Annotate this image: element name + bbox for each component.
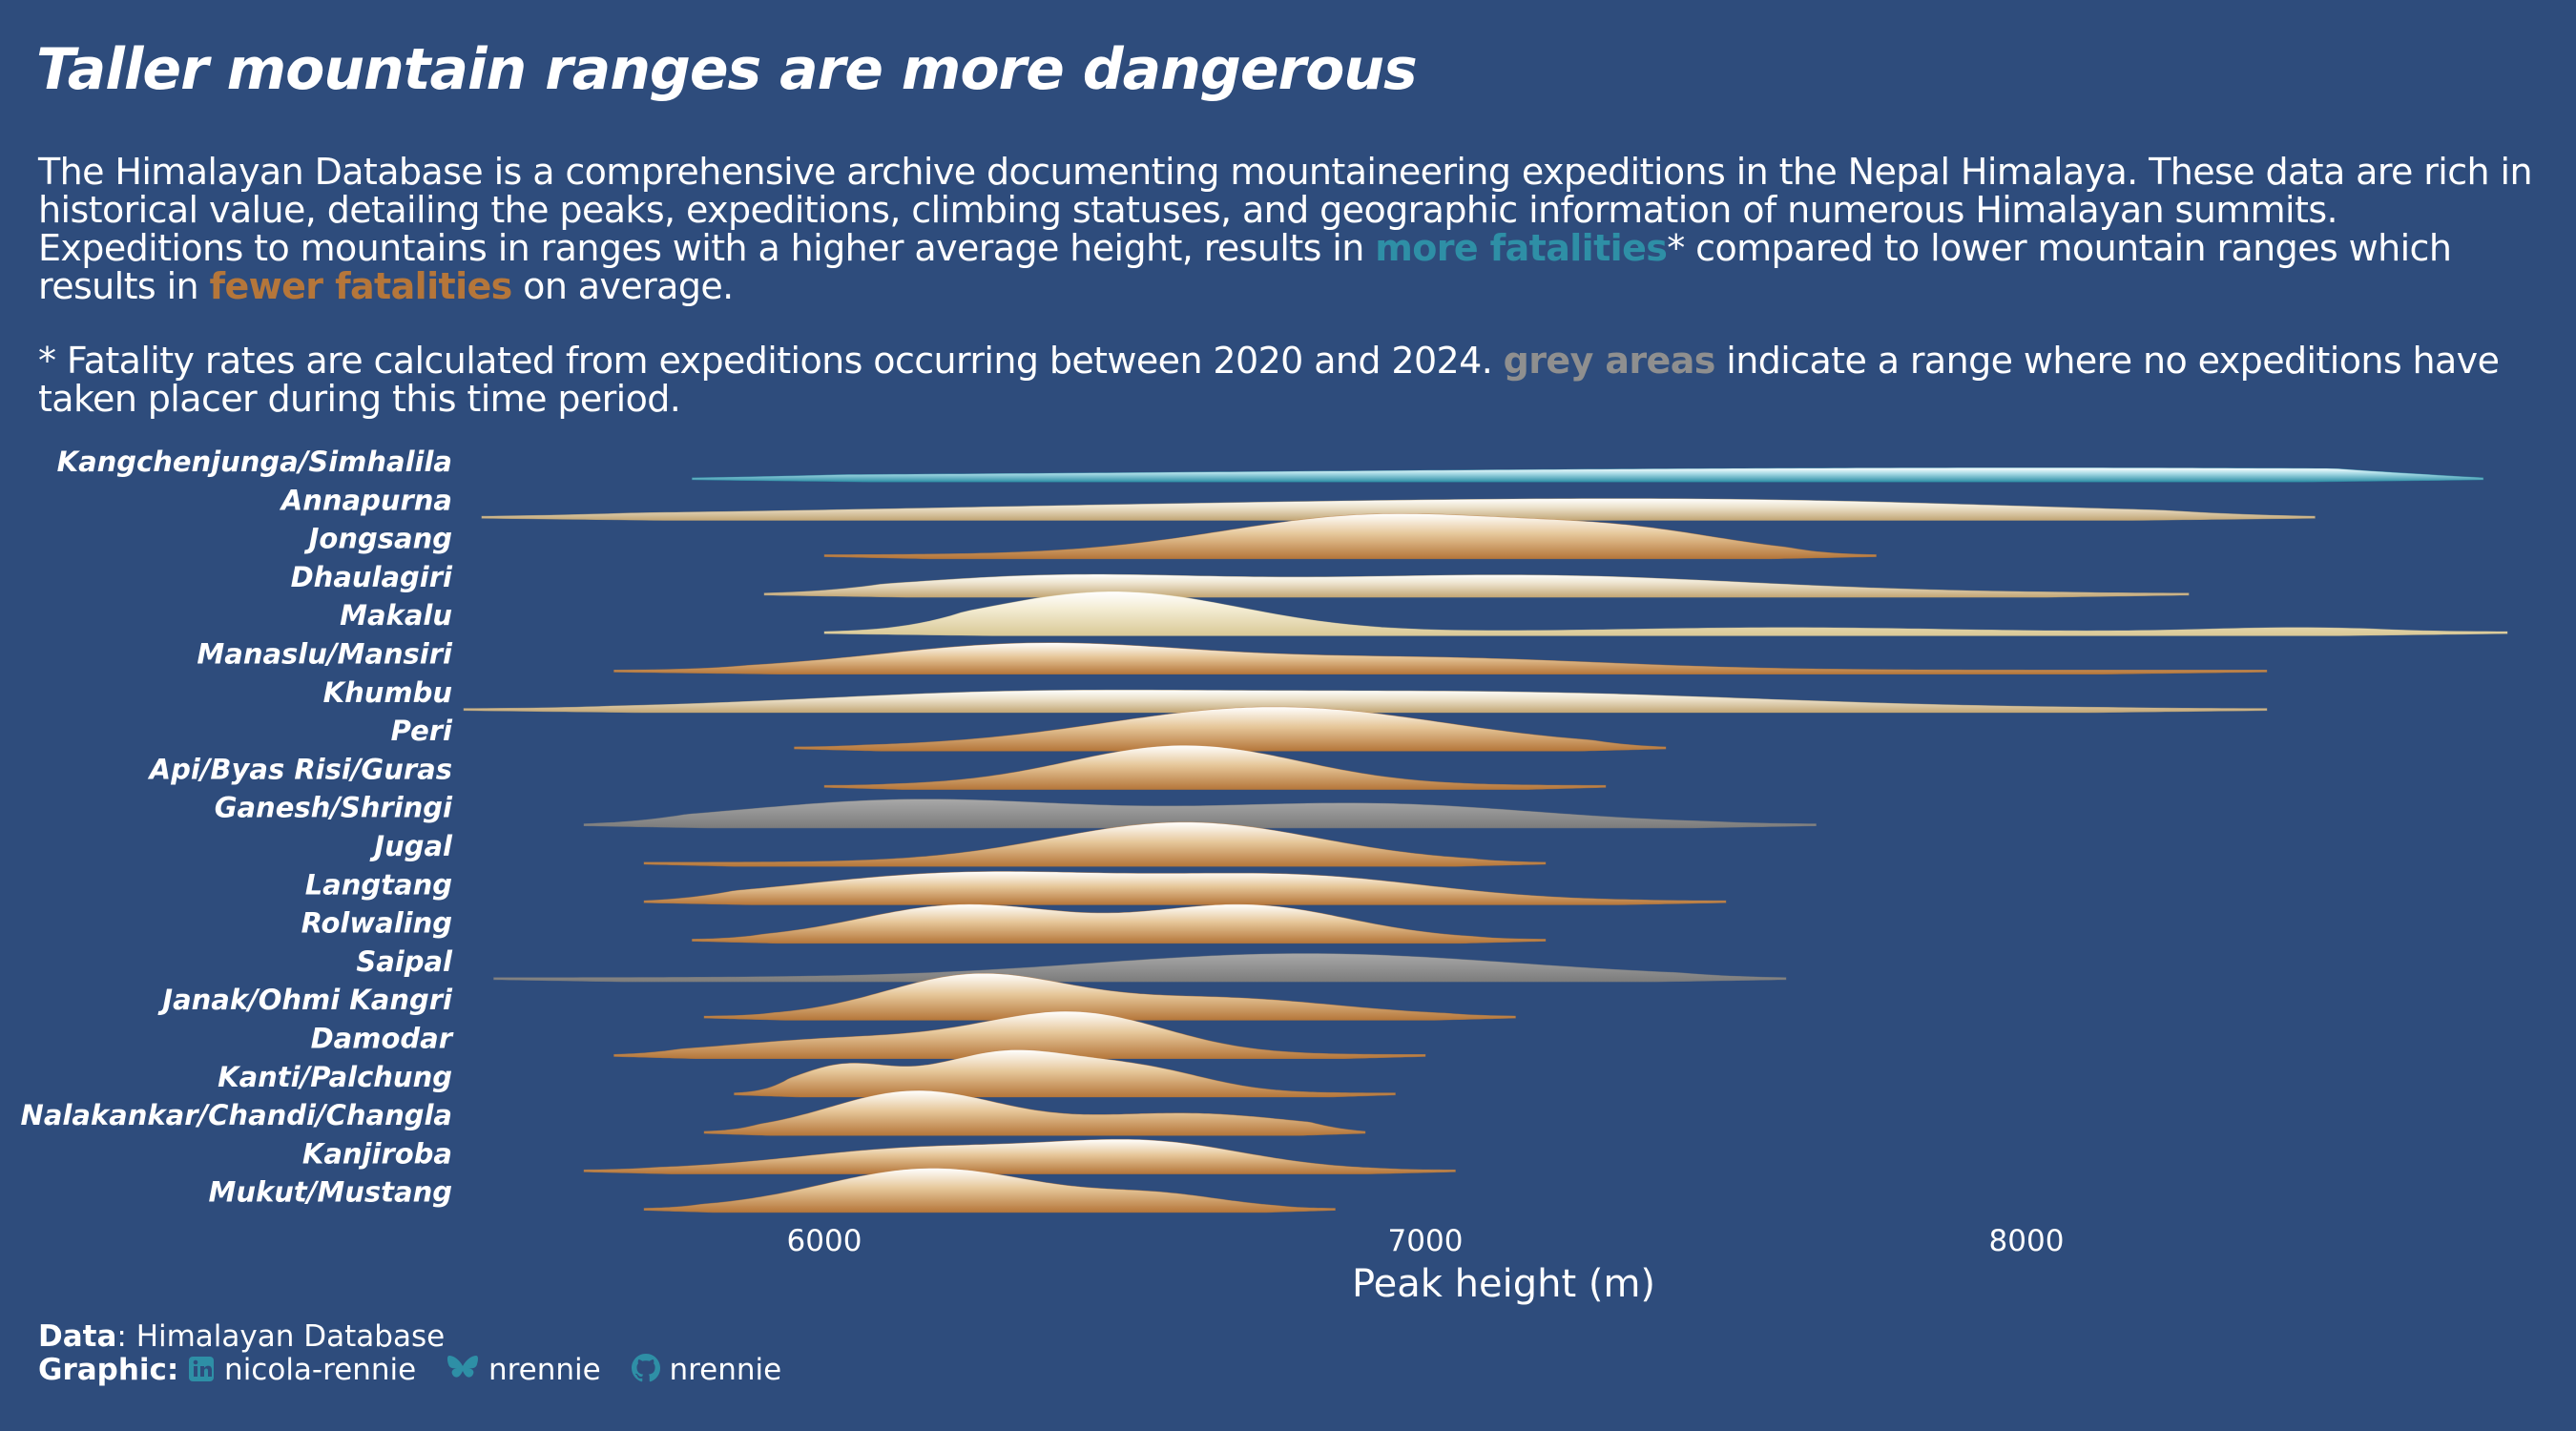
ridge-dhaulagiri <box>763 573 2190 598</box>
ridge-saipal <box>493 953 1787 983</box>
range-label: Kanti/Palchung <box>218 1061 452 1093</box>
bluesky-icon[interactable] <box>447 1354 479 1382</box>
range-label: Rolwaling <box>301 907 452 940</box>
caption-data-label: Data <box>38 1319 117 1354</box>
caption-data-line: Data: Himalayan Database <box>38 1320 781 1354</box>
range-label: Kanjiroba <box>302 1137 452 1170</box>
ridge-rolwaling <box>692 903 1547 944</box>
ridge-janak-ohmi-kangri <box>703 972 1516 1021</box>
ridge-makalu <box>823 591 2508 636</box>
chart-title: Taller mountain ranges are more dangerou… <box>36 36 1418 103</box>
x-axis-title: Peak height (m) <box>1352 1262 1655 1306</box>
range-label: Langtang <box>305 868 452 901</box>
range-label: Khumbu <box>323 676 452 709</box>
caption-graphic-line: Graphic: nicola-rennie nrennie nrennie <box>38 1353 782 1387</box>
subtitle-text: on average. <box>511 265 734 307</box>
linkedin-handle[interactable]: nicola-rennie <box>224 1353 417 1387</box>
range-label: Jugal <box>369 830 453 862</box>
ridge-manaslu-mansiri <box>613 642 2268 674</box>
github-handle[interactable]: nrennie <box>669 1353 782 1387</box>
ridge-khumbu <box>463 689 2268 714</box>
ridge-langtang <box>643 871 1727 905</box>
ridge-annapurna <box>481 498 2316 521</box>
caption: Data: Himalayan Database Graphic: nicola… <box>38 1320 781 1387</box>
subtitle-paragraph-1: The Himalayan Database is a comprehensiv… <box>38 153 2547 305</box>
range-label: Ganesh/Shringi <box>215 792 453 824</box>
github-icon[interactable] <box>631 1354 660 1382</box>
highlight-fewer-fatalities: fewer fatalities <box>209 265 513 307</box>
bluesky-handle[interactable]: nrennie <box>488 1353 601 1387</box>
ridge-mukut-mustang <box>643 1168 1336 1213</box>
highlight-more-fatalities: more fatalities <box>1375 227 1668 269</box>
range-label: Peri <box>391 715 453 747</box>
range-label: Makalu <box>340 599 452 632</box>
range-label: Damodar <box>311 1023 454 1055</box>
range-label: Annapurna <box>280 484 452 516</box>
subtitle-paragraph-2: * Fatality rates are calculated from exp… <box>38 342 2547 418</box>
ridge-peri <box>794 706 1667 752</box>
range-label: Manaslu/Mansiri <box>197 638 453 671</box>
ridge-jongsang <box>823 513 1877 560</box>
caption-graphic-label: Graphic <box>38 1353 167 1387</box>
caption-data-value: : Himalayan Database <box>116 1319 446 1354</box>
ridge-ganesh-shringi <box>583 798 1817 829</box>
linkedin-icon[interactable] <box>188 1356 215 1382</box>
footnote-text: indicate a range where no expeditions ha… <box>38 340 2500 420</box>
ridge-nalakankar-chandi-changla <box>703 1089 1366 1136</box>
subtitle-text: * compared to lower mountain ranges whic… <box>38 227 2452 307</box>
footnote-text: * Fatality rates are calculated from exp… <box>38 340 1504 382</box>
range-label: Mukut/Mustang <box>209 1176 453 1209</box>
range-label: Dhaulagiri <box>291 561 453 593</box>
highlight-grey-areas: grey areas <box>1503 340 1716 382</box>
x-tick-label: 8000 <box>1989 1224 2065 1258</box>
ridgeline-chart: Kangchenjunga/Simhalila Annapurna Jongsang… <box>21 446 2508 1306</box>
x-axis: 6000 7000 8000 <box>787 1224 2065 1258</box>
range-label: Kangchenjunga/Simhalila <box>57 446 452 478</box>
range-labels: Kangchenjunga/Simhalila Annapurna Jongsang… <box>21 446 454 1209</box>
ridge-kangchenjunga-simhalila <box>692 467 2484 483</box>
subtitle-text: The Himalayan Database is a comprehensiv… <box>38 151 2533 269</box>
ridge-damodar <box>613 1010 1426 1059</box>
ridges-layer <box>463 467 2508 1213</box>
range-label: Jongsang <box>304 523 452 555</box>
ridge-kanjiroba <box>583 1138 1456 1174</box>
ridge-jugal <box>643 821 1547 867</box>
x-tick-label: 7000 <box>1388 1224 1464 1258</box>
ridge-api-byas-risi-guras <box>823 744 1607 790</box>
range-label: Nalakankar/Chandi/Changla <box>21 1099 452 1131</box>
range-label: Janak/Ohmi Kangri <box>157 984 453 1016</box>
range-label: Api/Byas Risi/Guras <box>148 753 452 785</box>
range-label: Saipal <box>356 945 453 978</box>
x-tick-label: 6000 <box>787 1224 862 1258</box>
